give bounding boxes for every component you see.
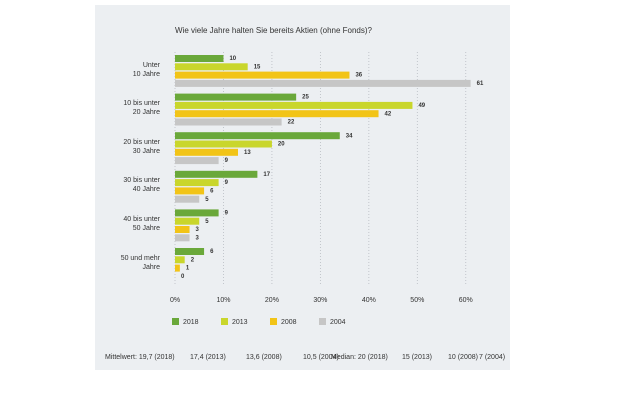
category-label: Unter 10 Jahre [132, 61, 160, 78]
category-label: 40 bis unter 50 Jahre [123, 216, 160, 232]
legend-swatch [270, 318, 277, 325]
bar [175, 79, 471, 87]
value-label: 6 [210, 188, 214, 194]
value-label: 22 [288, 120, 295, 126]
bar [175, 148, 238, 156]
footer-text: 10 (2008) [448, 354, 478, 361]
value-label: 5 [205, 219, 209, 225]
value-label: 9 [225, 180, 229, 186]
value-label: 2 [191, 257, 195, 263]
value-label: 10 [229, 56, 236, 62]
bar [175, 157, 219, 165]
bar [175, 132, 340, 140]
legend-swatch [221, 318, 228, 325]
legend-label: 2004 [330, 319, 346, 326]
bar [175, 248, 205, 255]
x-tick-label: 50% [410, 297, 424, 304]
legend-label: 2013 [232, 319, 248, 326]
footer-text: 7 (2004) [479, 354, 505, 361]
footer-text: Mittelwert: 19,7 (2018) [105, 354, 175, 361]
bar [175, 187, 205, 195]
value-label: 9 [225, 158, 229, 164]
panel [95, 5, 510, 370]
value-label: 34 [346, 133, 353, 139]
value-label: 36 [355, 73, 362, 79]
x-tick-label: 60% [459, 297, 473, 304]
value-label: 42 [385, 111, 392, 117]
x-tick-label: 30% [313, 297, 327, 304]
bar [175, 264, 180, 272]
bar [175, 226, 190, 233]
bar [175, 101, 413, 109]
bar [175, 55, 224, 62]
bar [175, 209, 219, 217]
value-label: 3 [196, 227, 200, 233]
value-label: 20 [278, 142, 285, 148]
value-label: 13 [244, 150, 251, 156]
bar [175, 234, 190, 242]
bar [175, 170, 258, 178]
bar [175, 71, 350, 79]
value-label: 15 [254, 64, 261, 70]
x-tick-label: 20% [265, 297, 279, 304]
bar [175, 195, 200, 203]
legend-swatch [172, 318, 179, 325]
legend-label: 2018 [183, 319, 199, 326]
value-label: 17 [263, 172, 270, 178]
value-label: 61 [477, 81, 484, 87]
category-label: 50 und mehr Jahre [120, 254, 160, 271]
value-label: 5 [205, 197, 209, 203]
bar [175, 118, 282, 126]
value-label: 1 [186, 266, 190, 272]
category-label: 10 bis unter 20 Jahre [123, 100, 160, 117]
bar [175, 179, 219, 187]
footer-text: Median: 20 (2018) [331, 354, 388, 361]
x-tick-label: 40% [362, 297, 376, 304]
bar [175, 217, 200, 225]
category-label: 30 bis unter 40 Jahre [123, 177, 160, 194]
value-label: 3 [196, 235, 200, 241]
x-tick-label: 10% [216, 297, 230, 304]
bar [175, 63, 248, 71]
category-label: 20 bis unter 30 Jahre [123, 138, 160, 155]
value-label: 25 [302, 95, 309, 101]
value-label: 0 [181, 274, 185, 280]
footer-text: 15 (2013) [402, 354, 432, 361]
value-label: 6 [210, 249, 214, 255]
value-label: 49 [418, 103, 425, 109]
bar [175, 110, 379, 118]
footer-text: 10,5 (2004) [303, 354, 339, 361]
footer-text: 13,6 (2008) [246, 354, 282, 361]
value-label: 9 [225, 210, 229, 216]
legend-label: 2008 [281, 319, 297, 326]
bar [175, 256, 185, 264]
x-tick-label: 0% [170, 297, 180, 304]
chart-title: Wie viele Jahre halten Sie bereits Aktie… [175, 26, 373, 35]
bar [175, 93, 297, 101]
bar [175, 140, 272, 148]
legend-swatch [319, 318, 326, 325]
footer-text: 17,4 (2013) [190, 354, 226, 361]
